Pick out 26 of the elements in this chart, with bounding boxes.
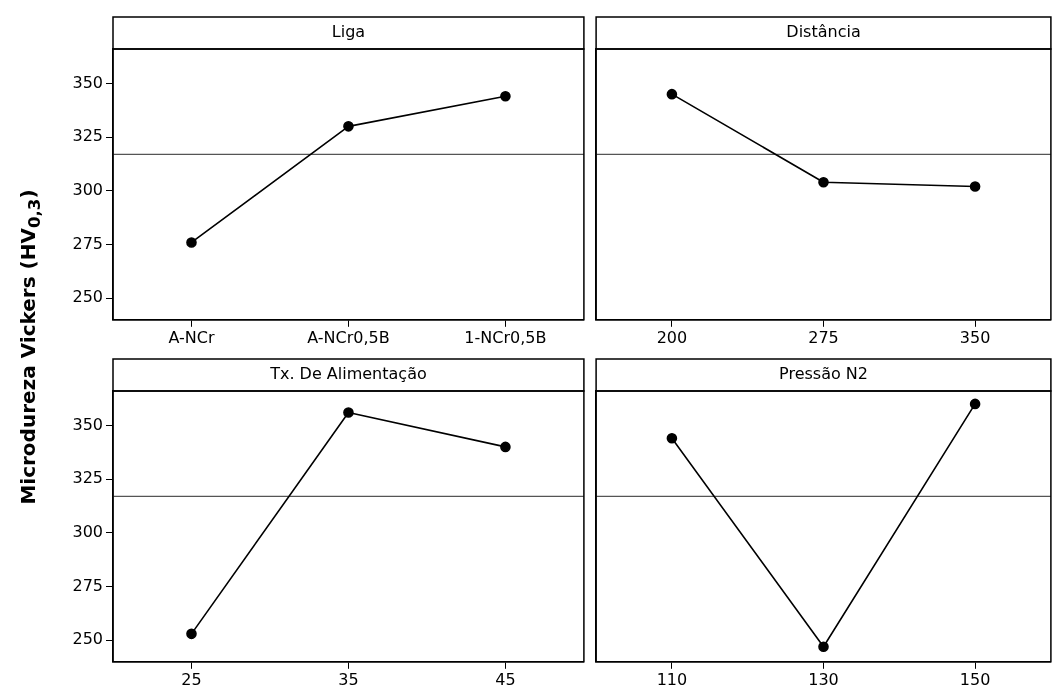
y-tick-label: 350 bbox=[72, 72, 103, 92]
x-tick-label: 150 bbox=[959, 669, 991, 689]
x-tick-label: 35 bbox=[338, 669, 359, 689]
x-tick-label: 275 bbox=[808, 327, 839, 347]
y-tick-label: 300 bbox=[72, 180, 103, 199]
x-tick-label: 110 bbox=[656, 669, 688, 689]
y-tick-label: 275 bbox=[72, 575, 103, 595]
x-tick-label: 1-NCr0,5B bbox=[464, 327, 547, 347]
x-tick-label: 45 bbox=[495, 669, 516, 689]
chart-title: Liga bbox=[331, 22, 366, 42]
y-tick-label: 250 bbox=[72, 287, 103, 307]
x-tick-label: 25 bbox=[181, 669, 202, 689]
chart-title: Tx. De Alimentação bbox=[269, 364, 427, 384]
x-tick-label: A-NCr bbox=[168, 327, 215, 347]
x-tick-label: 350 bbox=[959, 327, 991, 347]
x-tick-label: 200 bbox=[656, 327, 688, 347]
y-tick-label: 325 bbox=[72, 126, 103, 146]
y-tick-label: 350 bbox=[72, 414, 103, 434]
x-tick-label: A-NCr0,5B bbox=[307, 327, 390, 347]
y-tick-label: 250 bbox=[72, 629, 103, 649]
y-tick-label: 275 bbox=[72, 233, 103, 253]
y-tick-label: 300 bbox=[72, 522, 103, 541]
chart-title: Distância bbox=[786, 22, 861, 42]
chart-title: Pressão N2 bbox=[779, 364, 868, 384]
y-tick-label: 325 bbox=[72, 468, 103, 488]
x-tick-label: 130 bbox=[808, 669, 839, 689]
